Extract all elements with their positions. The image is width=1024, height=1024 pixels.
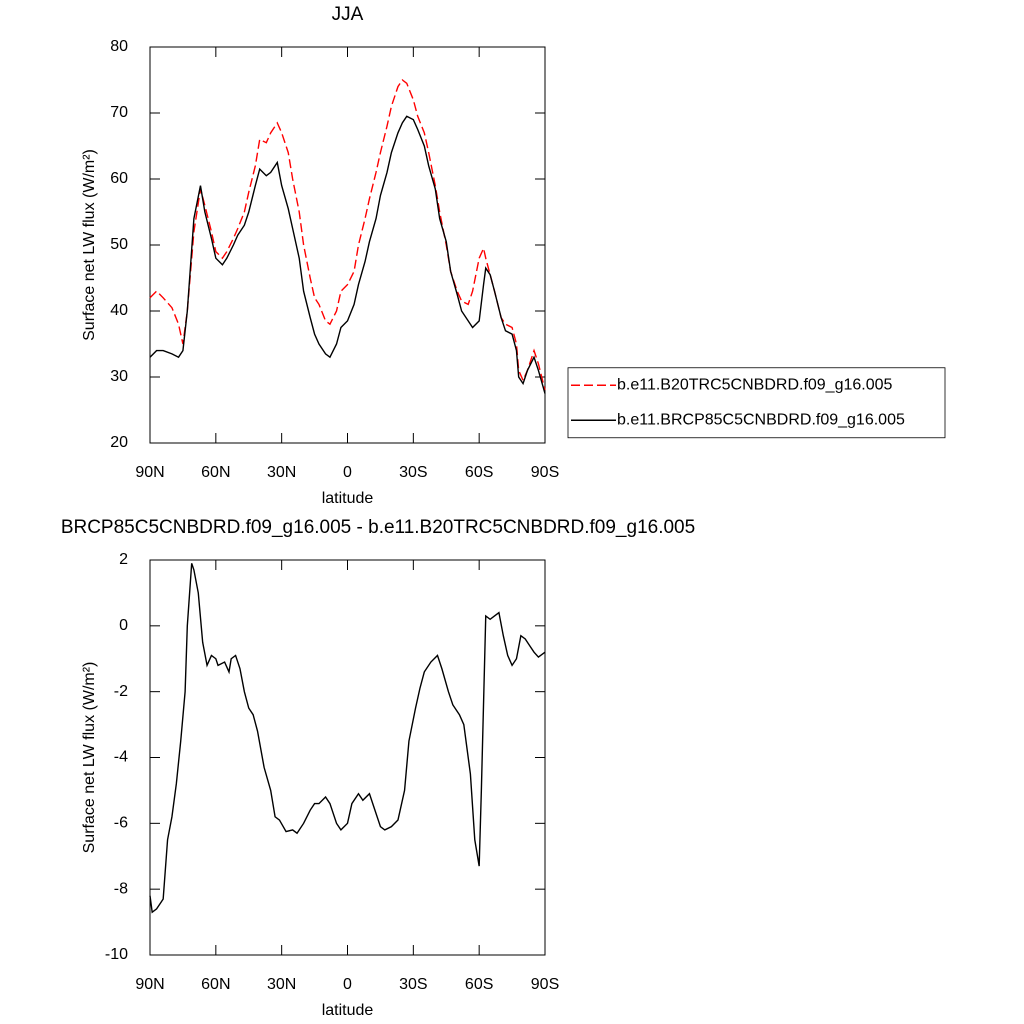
x-tick-label: 30S: [399, 464, 427, 481]
x-tick-label: 60S: [465, 976, 493, 993]
legend-box: [567, 367, 946, 439]
y-tick-label: 60: [110, 170, 128, 187]
x-tick-label: 30N: [267, 464, 296, 481]
y-tick-label: 0: [119, 617, 128, 634]
x-axis-label: latitude: [322, 490, 374, 507]
x-tick-label: 90N: [135, 464, 164, 481]
x-tick-label: 30S: [399, 976, 427, 993]
y-tick-label: -8: [114, 880, 128, 897]
y-tick-label: 20: [110, 434, 128, 451]
chart-title: BRCP85C5CNBDRD.f09_g16.005 - b.e11.B20TR…: [61, 517, 695, 538]
x-tick-label: 0: [343, 976, 352, 993]
y-tick-label: -10: [105, 946, 128, 963]
y-tick-label: 80: [110, 38, 128, 55]
data-line: [149, 115, 546, 394]
x-tick-label: 60N: [201, 976, 230, 993]
legend-label: b.e11.BRCP85C5CNBDRD.f09_g16.005: [617, 411, 905, 428]
y-tick-label: -2: [114, 683, 128, 700]
x-tick-label: 90S: [531, 976, 559, 993]
plot-frame: [149, 46, 546, 444]
x-tick-label: 0: [343, 464, 352, 481]
x-axis-label: latitude: [322, 1002, 374, 1019]
x-tick-label: 30N: [267, 976, 296, 993]
chart-title: JJA: [332, 4, 364, 25]
y-axis-label: Surface net LW flux (W/m²): [81, 662, 98, 854]
y-tick-label: -6: [114, 815, 128, 832]
legend-label: b.e11.B20TRC5CNBDRD.f09_g16.005: [617, 376, 893, 393]
data-line: [149, 78, 546, 391]
y-tick-label: 30: [110, 368, 128, 385]
y-tick-label: 50: [110, 236, 128, 253]
y-tick-label: -4: [114, 749, 128, 766]
x-tick-label: 90N: [135, 976, 164, 993]
y-tick-label: 70: [110, 104, 128, 121]
x-tick-label: 60N: [201, 464, 230, 481]
y-axis-label: Surface net LW flux (W/m²): [81, 149, 98, 341]
y-tick-label: 40: [110, 302, 128, 319]
x-tick-label: 90S: [531, 464, 559, 481]
data-line: [149, 563, 546, 914]
x-tick-label: 60S: [465, 464, 493, 481]
y-tick-label: 2: [119, 551, 128, 568]
